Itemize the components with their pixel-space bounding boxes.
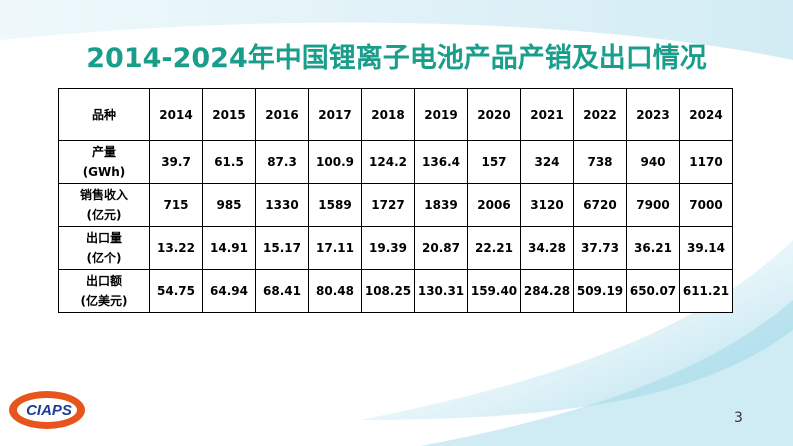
logo-text: CIAPS [26,402,72,419]
cell: 68.41 [255,269,309,313]
data-table: 品种 2014 2015 2016 2017 2018 2019 2020 2021 2022 20… [58,88,733,313]
row-label: 销售收入 (亿元) [58,183,150,227]
header-cell: 品种 [58,88,150,141]
row-label-line: 产量 [91,145,116,159]
cell: 64.94 [202,269,256,313]
cell: 34.28 [520,226,574,270]
cell: 54.75 [149,269,203,313]
data-row: 出口额 (亿美元) 54.75 64.94 68.41 80.48 108.25 130.31… [58,269,733,313]
cell: 650.07 [626,269,680,313]
cell: 3120 [520,183,574,227]
data-row: 出口量 (亿个) 13.22 14.91 15.17 17.11 19.39 20.87 22.… [58,226,733,270]
cell: 1330 [255,183,309,227]
row-label: 出口额 (亿美元) [58,269,150,313]
header-cell: 2016 [255,88,309,141]
row-label-line: 出口额 [85,274,122,288]
title: 2014-2024年中国锂离子电池产品产销及出口情况 [86,43,707,74]
cell: 15.17 [255,226,309,270]
header-cell: 2021 [520,88,574,141]
cell: 157 [467,140,521,184]
header-cell: 2014 [149,88,203,141]
cell: 324 [520,140,574,184]
cell: 14.91 [202,226,256,270]
cell: 22.21 [467,226,521,270]
cell: 19.39 [361,226,415,270]
cell: 738 [573,140,627,184]
row-label-line: 出口量 [85,231,122,245]
row-label-line: (GWh) [82,165,126,179]
header-cell: 2020 [467,88,521,141]
header-cell: 2023 [626,88,680,141]
cell: 37.73 [573,226,627,270]
cell: 284.28 [520,269,574,313]
cell: 130.31 [414,269,468,313]
cell: 80.48 [308,269,362,313]
header-cell: 2024 [679,88,733,141]
cell: 509.19 [573,269,627,313]
logo-shape [17,398,77,422]
cell: 39.7 [149,140,203,184]
cell: 39.14 [679,226,733,270]
data-row: 销售收入 (亿元) 715 985 1330 1589 1727 1839 2006 3120 67… [58,183,733,227]
cell: 715 [149,183,203,227]
logo: CIAPS [9,391,85,429]
row-label: 产量 (GWh) [58,140,150,184]
page-number: 3 [734,410,743,426]
cell: 2006 [467,183,521,227]
cell: 6720 [573,183,627,227]
cell: 1589 [308,183,362,227]
row-label-line: (亿个) [86,251,122,265]
row-label-line: (亿美元) [80,294,128,308]
cell: 940 [626,140,680,184]
cell: 13.22 [149,226,203,270]
row-label-line: 销售收入 [79,188,128,202]
row-label-line: (亿元) [86,208,122,222]
header-cell: 2019 [414,88,468,141]
cell: 136.4 [414,140,468,184]
header-cell: 2018 [361,88,415,141]
row-label: 出口量 (亿个) [58,226,150,270]
cell: 1839 [414,183,468,227]
cell: 7000 [679,183,733,227]
cell: 985 [202,183,256,227]
cell: 1170 [679,140,733,184]
cell: 124.2 [361,140,415,184]
cell: 61.5 [202,140,256,184]
cell: 159.40 [467,269,521,313]
data-row: 产量 (GWh) 39.7 61.5 87.3 100.9 124.2 136.4 157 324… [58,140,733,184]
header-row: 品种 2014 2015 2016 2017 2018 2019 2020 2021 2022 20… [58,88,733,141]
cell: 36.21 [626,226,680,270]
header-cell: 2015 [202,88,256,141]
cell: 20.87 [414,226,468,270]
header-cell: 2017 [308,88,362,141]
cell: 100.9 [308,140,362,184]
cell: 1727 [361,183,415,227]
cell: 108.25 [361,269,415,313]
cell: 611.21 [679,269,733,313]
header-cell: 2022 [573,88,627,141]
cell: 17.11 [308,226,362,270]
cell: 87.3 [255,140,309,184]
cell: 7900 [626,183,680,227]
